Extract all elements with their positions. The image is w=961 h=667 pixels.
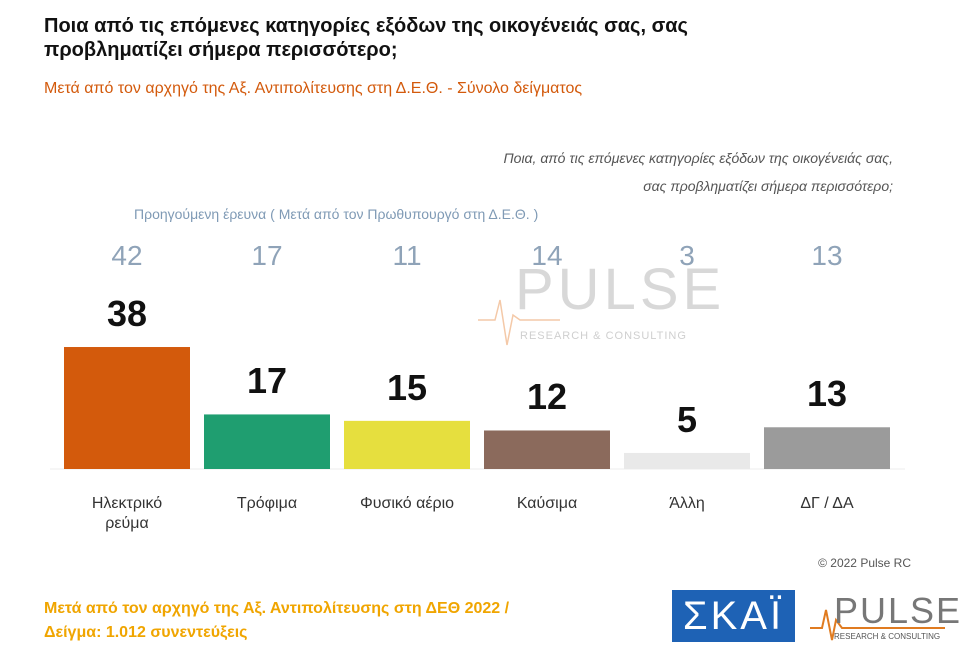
bar — [484, 430, 610, 469]
watermark-sub: RESEARCH & CONSULTING — [520, 330, 687, 342]
bar — [624, 452, 750, 469]
watermark: PULSE — [515, 257, 726, 322]
logo-skai: ΣΚΑΪ — [672, 590, 795, 642]
bar — [764, 427, 890, 469]
watermark-pulse — [478, 299, 560, 346]
chart-title: Ποια από τις επόμενες κατηγορίες εξόδων … — [44, 15, 688, 61]
previous-value: 17 — [251, 240, 283, 271]
value-label: 5 — [676, 398, 698, 440]
previous-value: 3 — [679, 240, 695, 271]
bar — [344, 420, 470, 469]
copyright: © 2022 Pulse RC — [818, 556, 911, 570]
value-label: 15 — [386, 366, 428, 408]
x-tick-label: Ηλεκτρικό ρεύμα — [91, 495, 163, 532]
bar — [64, 347, 190, 469]
chart-subtitle: Μετά από τον αρχηγό της Αξ. Αντιπολίτευσ… — [44, 80, 583, 97]
previous-value: 14 — [531, 240, 563, 271]
value-label: 12 — [526, 376, 568, 418]
annotation: σας προβληματίζει σήμερα περισσότερο; — [643, 178, 893, 194]
bar — [204, 414, 330, 469]
x-tick-label: Τρόφιμα — [236, 495, 298, 512]
logo-pulse: PULSE — [834, 590, 961, 631]
annotation: Ποια, από τις επόμενες κατηγορίες εξόδων… — [503, 150, 893, 166]
logo-pulse-line — [810, 609, 945, 641]
footer: Δείγμα: 1.012 συνεντεύξεις — [44, 624, 248, 641]
previous-label: Προηγούμενη έρευνα ( Μετά από τον Πρωθυπ… — [134, 206, 539, 222]
logo-pulse-sub: RESEARCH & CONSULTING — [834, 632, 941, 641]
x-tick-label: Καύσιμα — [516, 495, 578, 512]
x-tick-label: Φυσικό αέριο — [359, 495, 455, 512]
value-label: 38 — [106, 293, 148, 335]
footer: Μετά από τον αρχηγό της Αξ. Αντιπολίτευσ… — [44, 600, 510, 617]
x-tick-label: ΔΓ / ΔΑ — [800, 495, 854, 512]
x-tick-label: Άλλη — [669, 495, 705, 512]
previous-value: 42 — [111, 240, 143, 271]
value-label: 13 — [806, 373, 848, 415]
previous-value: 11 — [392, 240, 422, 271]
previous-value: 13 — [811, 240, 843, 271]
value-label: 17 — [246, 360, 288, 402]
